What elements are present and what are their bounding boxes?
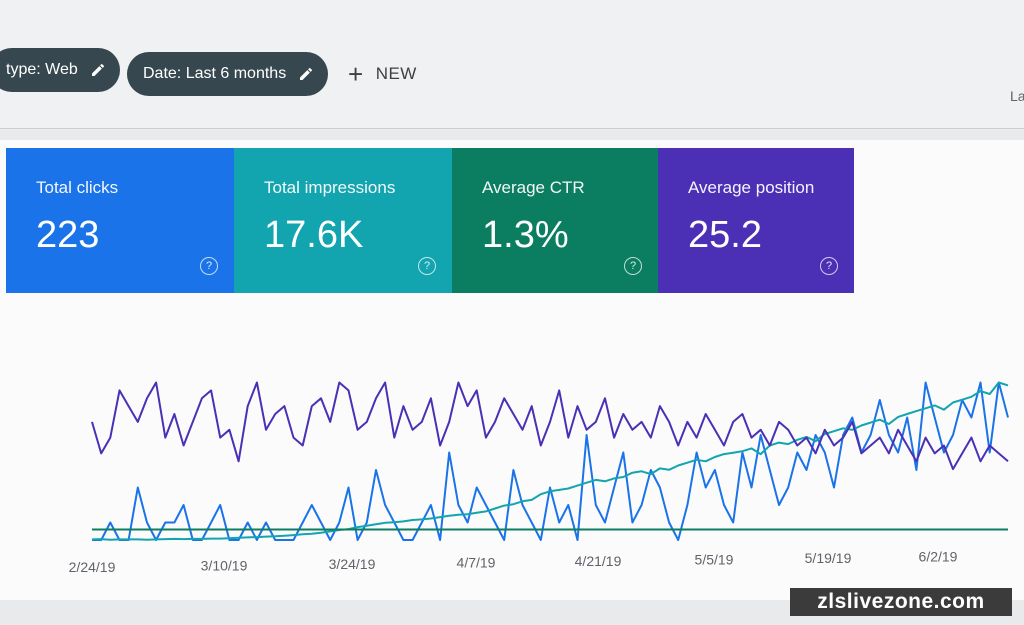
metric-label: Total impressions <box>264 178 396 197</box>
help-icon[interactable]: ? <box>624 257 642 275</box>
x-tick-label: 6/2/19 <box>919 549 958 565</box>
series-line-0 <box>92 381 1009 541</box>
metric-card-total-clicks[interactable]: Total clicks 223 ? <box>6 148 234 293</box>
metric-card-average-ctr[interactable]: Average CTR 1.3% ? <box>452 148 658 293</box>
date-filter-label: Date: Last 6 months <box>143 65 287 82</box>
plus-icon: + <box>348 59 364 89</box>
metric-card-total-impressions[interactable]: Total impressions 17.6K ? <box>234 148 452 293</box>
metric-value: 223 <box>36 214 100 256</box>
new-filter-button[interactable]: + NEW <box>348 59 417 89</box>
date-filter-chip[interactable]: Date: Last 6 months <box>127 52 329 96</box>
x-tick-label: 3/10/19 <box>201 558 248 574</box>
metric-value: 1.3% <box>482 214 569 256</box>
x-tick-label: 4/7/19 <box>457 555 496 571</box>
x-tick-label: 2/24/19 <box>69 559 116 575</box>
watermark-text: zlslivezone.com <box>790 588 1012 616</box>
edit-pencil-icon[interactable] <box>298 66 314 82</box>
truncated-edge-text: La <box>1010 88 1024 104</box>
metric-label: Average CTR <box>482 178 585 197</box>
filter-toolbar: type: Web Date: Last 6 months + NEW La <box>0 0 1024 130</box>
type-filter-chip[interactable]: type: Web <box>0 48 120 92</box>
x-tick-label: 5/19/19 <box>805 550 852 566</box>
x-tick-label: 4/21/19 <box>575 553 622 569</box>
x-tick-label: 3/24/19 <box>329 556 376 572</box>
new-filter-label: NEW <box>375 64 417 83</box>
x-tick-label: 5/5/19 <box>695 552 734 568</box>
edit-pencil-icon[interactable] <box>90 62 106 78</box>
help-icon[interactable]: ? <box>820 257 838 275</box>
metric-value: 25.2 <box>688 214 762 256</box>
toolbar-divider <box>0 128 1024 129</box>
help-icon[interactable]: ? <box>200 257 218 275</box>
metric-card-average-position[interactable]: Average position 25.2 ? <box>658 148 854 293</box>
metric-label: Average position <box>688 178 815 197</box>
help-icon[interactable]: ? <box>418 257 436 275</box>
series-line-3 <box>91 381 1009 471</box>
metric-label: Total clicks <box>36 178 119 197</box>
performance-line-chart: 2/24/19 3/10/19 3/24/19 4/7/19 4/21/19 5/5/19… <box>69 381 1009 575</box>
metric-value: 17.6K <box>264 214 364 256</box>
series-line-1 <box>91 381 1009 541</box>
type-filter-label: type: Web <box>6 61 78 78</box>
